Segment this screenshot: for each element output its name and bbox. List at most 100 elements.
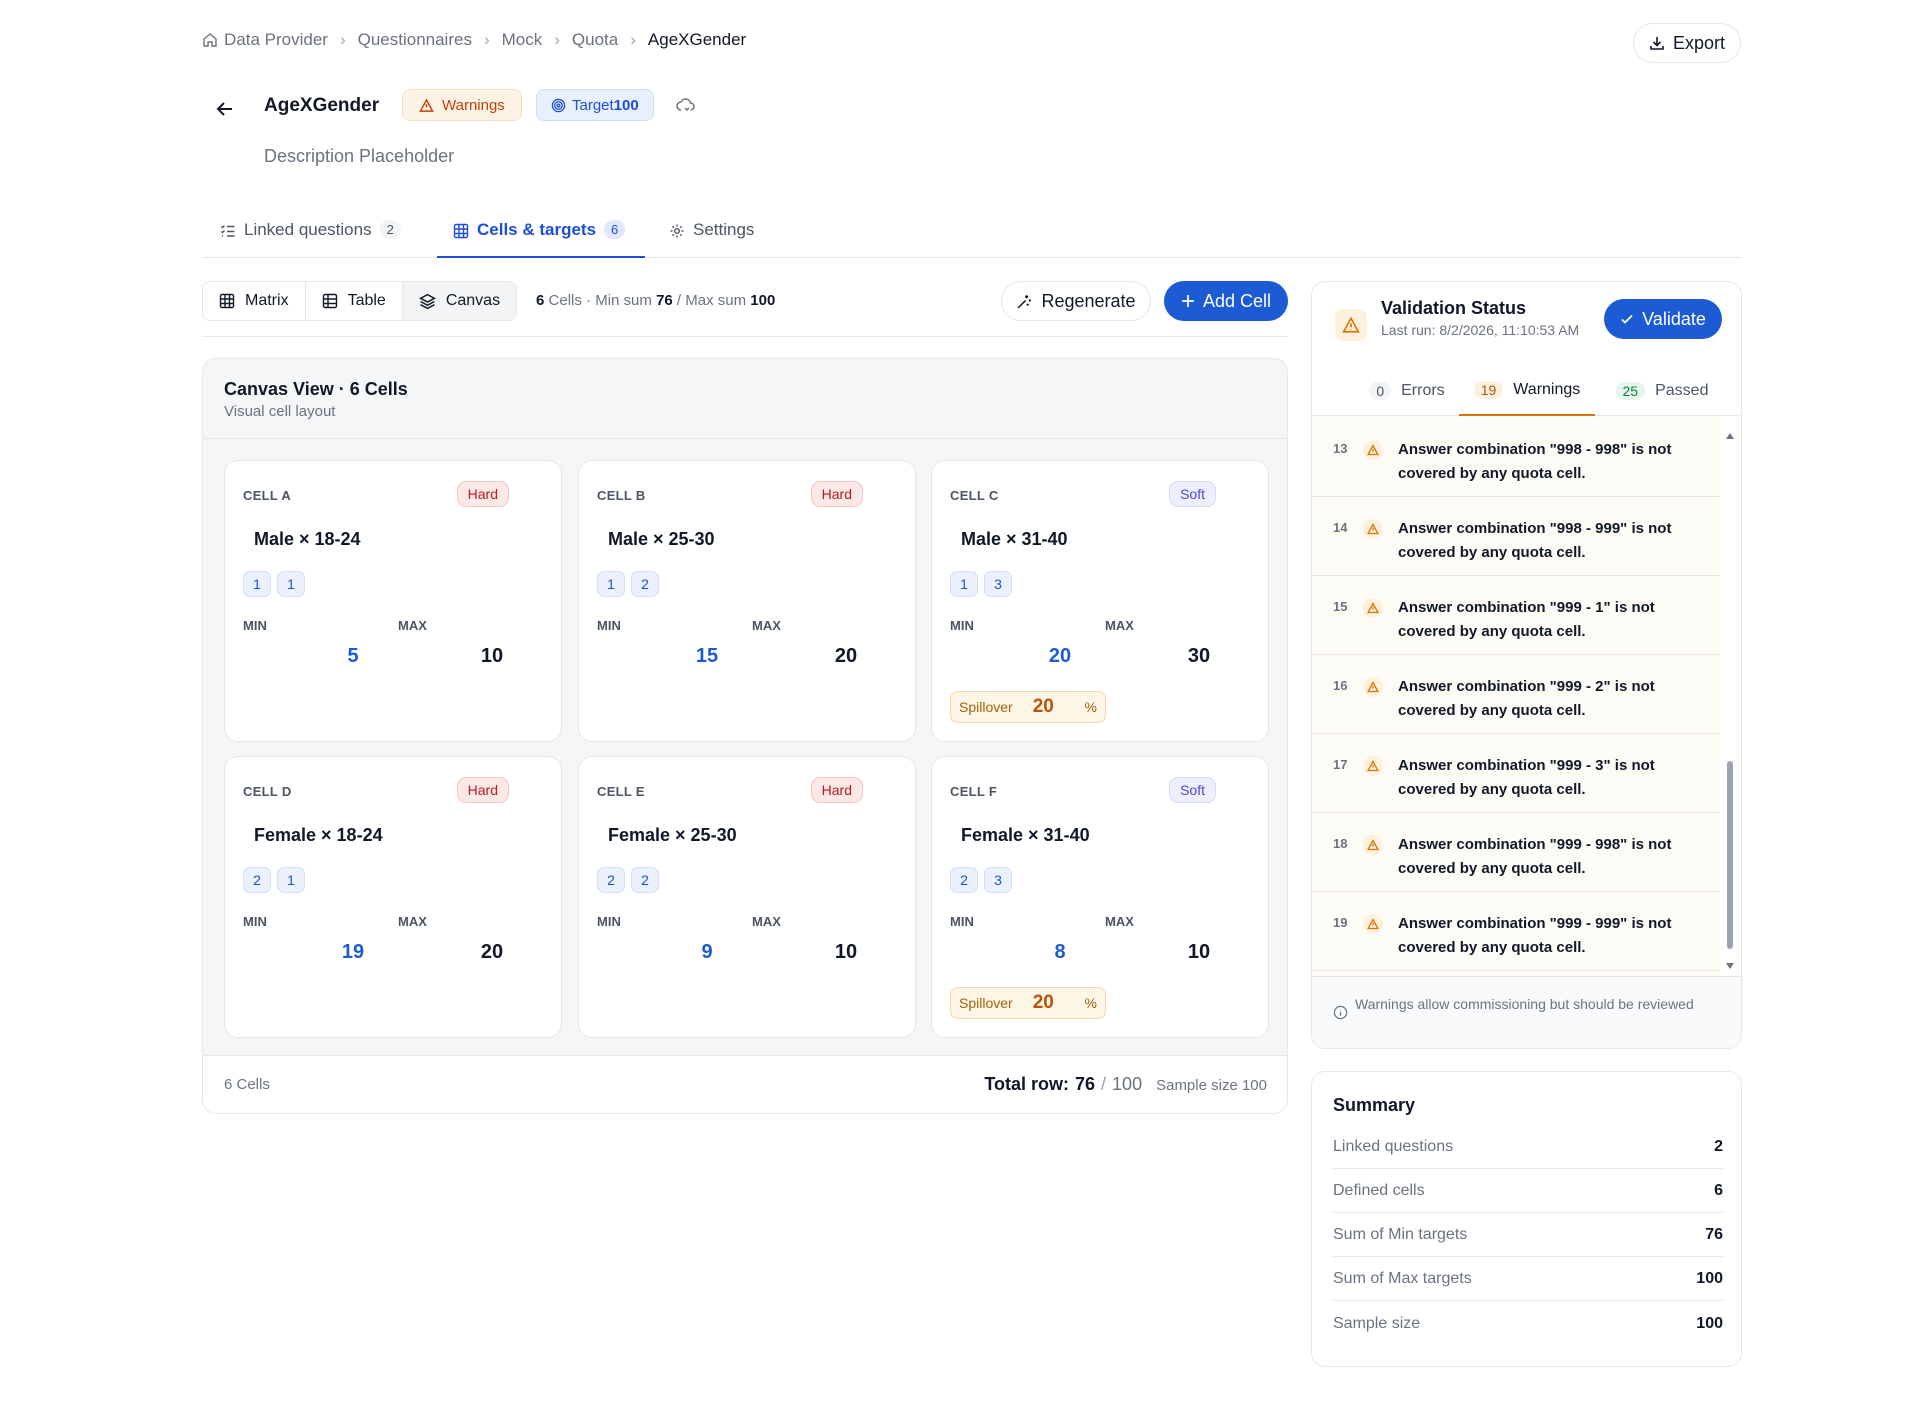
export-button[interactable]: Export (1633, 23, 1741, 63)
summary-label: Linked questions (1333, 1138, 1454, 1155)
max-target-value[interactable]: 10 (834, 941, 858, 963)
min-target-value[interactable]: 20 (1048, 645, 1072, 667)
warning-icon (1363, 835, 1383, 855)
cell-card[interactable]: CELL B Hard Male × 25-30 1 2 MIN MAX 15 20 (578, 460, 916, 742)
view-switcher: Matrix Table Canvas (202, 281, 518, 321)
percent-sign: % (1084, 995, 1097, 1011)
min-target-value[interactable]: 19 (341, 941, 365, 963)
tab-warnings[interactable]: 19 Warnings (1459, 366, 1595, 416)
spillover-field[interactable]: Spillover 20% (950, 987, 1106, 1019)
cell-id: CELL E (597, 784, 645, 799)
cell-id: CELL F (950, 784, 998, 799)
cell-card[interactable]: CELL E Hard Female × 25-30 2 2 MIN MAX 9 10 (578, 756, 916, 1038)
regenerate-button[interactable]: Regenerate (1001, 281, 1151, 321)
validate-button[interactable]: Validate (1604, 299, 1722, 339)
gear-icon (670, 224, 684, 238)
min-target-value[interactable]: 8 (1054, 941, 1066, 963)
summary-value: 6 (1714, 1182, 1723, 1199)
cloud-sync-icon[interactable] (676, 96, 696, 114)
validation-tabs: 0 Errors 19 Warnings 25 Passed (1312, 366, 1741, 416)
max-target-value[interactable]: 10 (480, 645, 504, 667)
min-target-value[interactable]: 15 (695, 645, 719, 667)
answer-code-chip: 1 (597, 571, 625, 597)
tab-cells-targets[interactable]: Cells & targets 6 (437, 218, 645, 258)
canvas-header: Canvas View · 6 Cells Visual cell layout (203, 359, 1287, 439)
warning-item[interactable]: 15 Answer combination "999 - 1" is not co… (1312, 576, 1720, 655)
min-label: MIN (597, 618, 621, 633)
download-icon (1650, 37, 1664, 50)
tab-errors[interactable]: 0 Errors (1352, 366, 1462, 416)
max-target-value[interactable]: 20 (480, 941, 504, 963)
cell-card[interactable]: CELL C Soft Male × 31-40 1 3 MIN MAX 20 30 Spillo… (931, 460, 1269, 742)
scrollbar-thumb[interactable] (1727, 761, 1733, 949)
max-label: MAX (752, 914, 781, 929)
breadcrumb-item-mock[interactable]: Mock (501, 30, 543, 49)
breadcrumb: Data Provider › Questionnaires › Mock › … (202, 30, 746, 50)
spillover-value[interactable]: 20 (1032, 696, 1054, 717)
answer-code-chip: 3 (984, 867, 1012, 893)
tab-passed[interactable]: 25 Passed (1602, 366, 1722, 416)
view-table-button[interactable]: Table (306, 282, 403, 320)
warnings-chip[interactable]: Warnings (402, 89, 522, 121)
warning-item[interactable]: 16 Answer combination "999 - 2" is not co… (1312, 655, 1720, 734)
min-target-value[interactable]: 5 (347, 645, 359, 667)
view-matrix-button[interactable]: Matrix (203, 282, 306, 320)
warning-item[interactable]: 17 Answer combination "999 - 3" is not co… (1312, 734, 1720, 813)
max-target-value[interactable]: 30 (1187, 645, 1211, 667)
answer-code-chip: 1 (277, 571, 305, 597)
back-arrow-icon[interactable] (214, 98, 236, 120)
canvas-panel: Canvas View · 6 Cells Visual cell layout… (202, 358, 1288, 1114)
warning-text: Answer combination "999 - 1" is not cove… (1398, 599, 1655, 640)
tab-settings[interactable]: Settings (669, 218, 754, 258)
warning-number: 13 (1333, 441, 1348, 456)
view-canvas-button[interactable]: Canvas (402, 282, 517, 320)
cell-id: CELL B (597, 488, 646, 503)
add-cell-button[interactable]: Add Cell (1164, 281, 1288, 321)
cell-name: Female × 25-30 (608, 825, 737, 845)
cell-type-badge: Hard (810, 777, 863, 803)
min-label: MIN (950, 914, 974, 929)
breadcrumb-item-current: AgeXGender (647, 30, 747, 49)
answer-code-chip: 2 (950, 867, 978, 893)
warning-item[interactable]: 13 Answer combination "998 - 998" is not … (1312, 418, 1720, 497)
warning-list[interactable]: 13 Answer combination "998 - 998" is not … (1312, 416, 1720, 976)
home-icon (203, 33, 217, 47)
spillover-field[interactable]: Spillover 20% (950, 691, 1106, 723)
breadcrumb-item-quota[interactable]: Quota (571, 30, 619, 49)
percent-sign: % (1084, 699, 1097, 715)
cell-card[interactable]: CELL F Soft Female × 31-40 2 3 MIN MAX 8 10 Spill… (931, 756, 1269, 1038)
chevron-right-icon: › (483, 30, 490, 49)
summary-value: 76 (1705, 1226, 1723, 1243)
scrollbar[interactable] (1725, 416, 1735, 976)
warning-item[interactable]: 19 Answer combination "999 - 999" is not … (1312, 892, 1720, 971)
cell-card[interactable]: CELL A Hard Male × 18-24 1 1 MIN MAX 5 10 (224, 460, 562, 742)
summary-row: Linked questions 2 (1333, 1126, 1723, 1169)
canvas-footer: 6 Cells Total row: 76 / 100 Sample size … (203, 1055, 1287, 1113)
table-icon (322, 293, 337, 309)
breadcrumb-item-data-provider[interactable]: Data Provider (202, 30, 328, 50)
warning-text: Answer combination "999 - 3" is not cove… (1398, 757, 1655, 798)
warning-item[interactable]: 14 Answer combination "998 - 999" is not … (1312, 497, 1720, 576)
validation-footer: Warnings allow commissioning but should … (1312, 976, 1741, 1048)
warning-icon (419, 97, 434, 112)
cell-card[interactable]: CELL D Hard Female × 18-24 2 1 MIN MAX 19 20 (224, 756, 562, 1038)
sparkle-icon (1018, 294, 1032, 308)
min-label: MIN (243, 618, 267, 633)
scroll-down-icon[interactable] (1725, 962, 1735, 970)
list-check-icon (221, 225, 235, 237)
max-target-value[interactable]: 10 (1187, 941, 1211, 963)
breadcrumb-item-questionnaires[interactable]: Questionnaires (357, 30, 472, 49)
warning-text: Answer combination "999 - 2" is not cove… (1398, 678, 1655, 719)
summary-row: Defined cells 6 (1333, 1170, 1723, 1213)
summary-value: 100 (1696, 1270, 1723, 1287)
summary-value: 2 (1714, 1138, 1723, 1155)
max-target-value[interactable]: 20 (834, 645, 858, 667)
tab-linked-questions[interactable]: Linked questions 2 (220, 218, 401, 258)
canvas-subtitle: Visual cell layout (224, 403, 336, 420)
spillover-value[interactable]: 20 (1032, 992, 1054, 1013)
warning-item[interactable]: 18 Answer combination "999 - 998" is not … (1312, 813, 1720, 892)
scroll-up-icon[interactable] (1725, 432, 1735, 440)
min-target-value[interactable]: 9 (701, 941, 713, 963)
cell-type-badge: Hard (456, 777, 509, 803)
